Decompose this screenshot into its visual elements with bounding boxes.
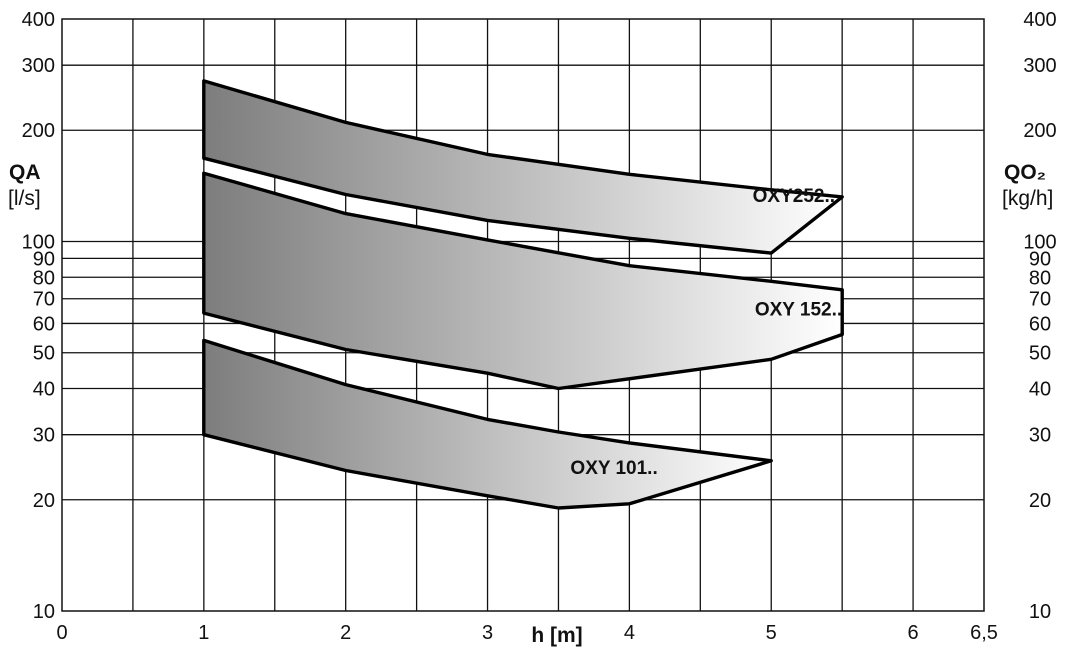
y-tick-label-right: 300 [1023, 55, 1056, 77]
y-tick-label-left: 90 [33, 248, 55, 270]
y-tick-label-left: 10 [33, 601, 55, 623]
x-tick-label: 3 [482, 622, 493, 644]
plot-border [61, 18, 985, 612]
y-tick-label-right: 70 [1029, 289, 1051, 311]
y-tick-label-right: 20 [1029, 490, 1051, 512]
y-tick-label-right: 30 [1029, 425, 1051, 447]
y-axis-right-label: QO₂ [1004, 161, 1046, 184]
y-tick-label-left: 50 [33, 343, 55, 365]
band-area [202, 171, 844, 391]
y-tick-label-left: 80 [33, 267, 55, 289]
y-tick-label-right: 90 [1029, 248, 1051, 270]
x-tick-label: 6,5 [970, 622, 998, 644]
x-tick-label: 4 [624, 622, 635, 644]
y-axis-right-unit: [kg/h] [1002, 187, 1053, 210]
y-tick-label-left: 70 [33, 289, 55, 311]
y-axis-left-label: QA [9, 161, 41, 184]
y-tick-label-left: 100 [22, 231, 55, 253]
x-tick-label: 1 [198, 622, 209, 644]
x-tick-label: 0 [56, 622, 67, 644]
y-tick-label-left: 30 [33, 425, 55, 447]
series-band: OXY252.. [202, 79, 844, 255]
y-tick-label-right: 50 [1029, 343, 1051, 365]
y-tick-label-left: 60 [33, 313, 55, 335]
y-tick-label-right: 40 [1029, 379, 1051, 401]
y-tick-label-left: 20 [33, 490, 55, 512]
band-area [202, 79, 844, 255]
y-tick-label-right: 10 [1029, 601, 1051, 623]
y-axis-left-unit: [l/s] [8, 187, 41, 210]
series-band: OXY 101.. [202, 338, 773, 510]
plot-frame [61, 18, 985, 612]
y-tick-label-right: 200 [1023, 120, 1056, 142]
band-label: OXY252.. [753, 186, 835, 207]
series-band: OXY 152.. [202, 171, 844, 391]
y-tick-label-left: 200 [22, 120, 55, 142]
y-tick-label-left: 300 [22, 55, 55, 77]
y-tick-label-right: 60 [1029, 313, 1051, 335]
band-label: OXY 152.. [755, 300, 842, 321]
x-tick-label: 6 [908, 622, 919, 644]
y-tick-label-right: 80 [1029, 267, 1051, 289]
x-tick-label: 2 [340, 622, 351, 644]
band-label: OXY 101.. [570, 458, 657, 479]
x-tick-label: 5 [766, 622, 777, 644]
y-tick-label-left: 400 [22, 9, 55, 31]
band-area [202, 338, 773, 510]
y-tick-label-right: 100 [1023, 231, 1056, 253]
bands: OXY252.. OXY 152.. OXY 101.. [202, 79, 844, 510]
x-axis-label: h [m] [531, 624, 582, 647]
y-tick-label-right: 400 [1023, 9, 1056, 31]
y-tick-label-left: 40 [33, 379, 55, 401]
